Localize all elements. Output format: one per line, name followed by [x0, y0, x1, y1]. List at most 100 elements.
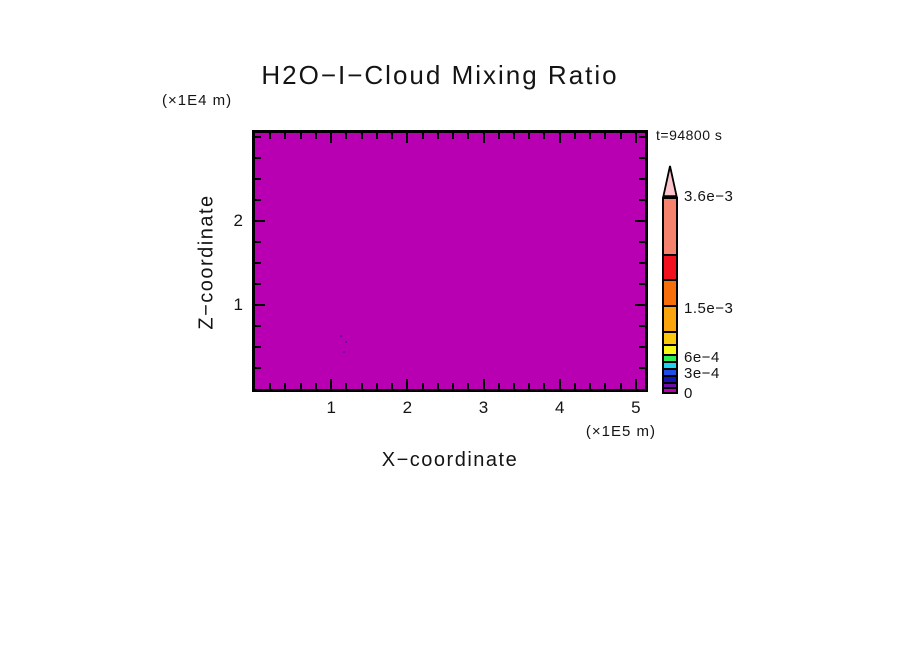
axis-tick: [255, 199, 261, 202]
axis-tick: [255, 304, 265, 307]
x-axis-title: X−coordinate: [381, 449, 519, 471]
colorbar-segment: [664, 344, 676, 354]
colorbar-segment: [664, 331, 676, 344]
axis-tick: [467, 133, 470, 139]
colorbar-segment: [664, 279, 676, 305]
axis-tick: [436, 133, 439, 139]
axis-tick: [255, 346, 261, 349]
colorbar-tick-label: 0: [684, 385, 693, 402]
axis-tick: [391, 383, 394, 389]
axis-tick: [639, 283, 645, 286]
axis-tick: [543, 383, 546, 389]
axis-tick: [589, 383, 592, 389]
axis-tick: [512, 133, 515, 139]
axis-tick: [619, 383, 622, 389]
z-tick-label: 1: [233, 295, 243, 315]
colorbar-segment: [664, 387, 676, 392]
axis-tick: [406, 379, 409, 389]
field-speck: [340, 335, 342, 337]
axis-tick: [639, 241, 645, 244]
axis-tick: [299, 383, 302, 389]
axis-tick: [639, 367, 645, 370]
axis-tick: [255, 325, 261, 328]
axis-tick: [360, 383, 363, 389]
z-axis-unit-label: (×1E4 m): [162, 92, 233, 109]
axis-tick: [255, 220, 265, 223]
axis-tick: [543, 133, 546, 139]
chart-title: H2O−I−Cloud Mixing Ratio: [261, 60, 619, 90]
axis-tick: [639, 157, 645, 160]
axis-tick: [255, 283, 261, 286]
axis-tick: [314, 133, 317, 139]
axis-tick: [512, 383, 515, 389]
colorbar-segment: [664, 382, 676, 387]
axis-tick: [375, 383, 378, 389]
colorbar-segment: [664, 375, 676, 382]
colorbar: [662, 197, 678, 394]
axis-tick: [634, 133, 637, 143]
axis-tick: [269, 133, 272, 139]
axis-tick: [639, 199, 645, 202]
axis-tick: [255, 241, 261, 244]
axis-tick: [482, 133, 485, 143]
axis-tick: [619, 133, 622, 139]
axis-tick: [452, 383, 455, 389]
colorbar-segment: [664, 354, 676, 361]
axis-tick: [255, 367, 261, 370]
axis-tick: [635, 220, 645, 223]
axis-tick: [255, 262, 261, 265]
colorbar-tick-label: 3.6e−3: [684, 188, 734, 205]
axis-tick: [255, 157, 261, 160]
axis-tick: [330, 379, 333, 389]
axis-tick: [284, 383, 287, 389]
x-axis-unit-label: (×1E5 m): [585, 423, 656, 440]
colorbar-segment: [664, 254, 676, 279]
x-tick-label: 3: [478, 398, 489, 417]
axis-tick: [528, 133, 531, 139]
axis-tick: [436, 383, 439, 389]
colorbar-tick-label: 6e−4: [684, 348, 720, 366]
axis-tick: [639, 262, 645, 265]
axis-tick: [639, 178, 645, 181]
axis-tick: [345, 383, 348, 389]
axis-tick: [497, 383, 500, 389]
axis-tick: [497, 133, 500, 139]
x-tick-label: 2: [402, 398, 413, 417]
axis-tick: [375, 133, 378, 139]
axis-tick: [639, 346, 645, 349]
axis-tick: [255, 178, 261, 181]
axis-tick: [635, 304, 645, 307]
axis-tick: [421, 383, 424, 389]
axis-tick: [391, 133, 394, 139]
x-tick-label: 5: [631, 398, 641, 417]
colorbar-segment: [664, 305, 676, 331]
axis-tick: [528, 383, 531, 389]
colorbar-tick-label: 1.5e−3: [684, 300, 734, 318]
axis-tick: [452, 133, 455, 139]
axis-tick: [360, 133, 363, 139]
axis-tick: [604, 383, 607, 389]
axis-tick: [330, 133, 333, 143]
axis-tick: [299, 133, 302, 139]
plot-area: [252, 130, 648, 392]
axis-tick: [634, 379, 637, 389]
x-tick-label: 1: [326, 398, 336, 417]
axis-tick: [573, 133, 576, 139]
axis-tick: [467, 383, 470, 389]
field-speck: [345, 341, 347, 343]
colorbar-segment: [664, 199, 676, 254]
axis-tick: [314, 383, 317, 389]
axis-tick: [558, 379, 561, 389]
colorbar-tick-label: 3e−4: [684, 364, 720, 382]
time-annotation: t=94800 s: [656, 127, 723, 143]
colorbar-arrow-icon: [662, 165, 678, 197]
field-speck: [343, 351, 345, 353]
axis-tick: [573, 383, 576, 389]
axis-tick: [421, 133, 424, 139]
axis-tick: [482, 379, 485, 389]
axis-tick: [589, 133, 592, 139]
x-tick-label: 4: [554, 398, 565, 417]
axis-tick: [639, 136, 645, 139]
axis-tick: [604, 133, 607, 139]
